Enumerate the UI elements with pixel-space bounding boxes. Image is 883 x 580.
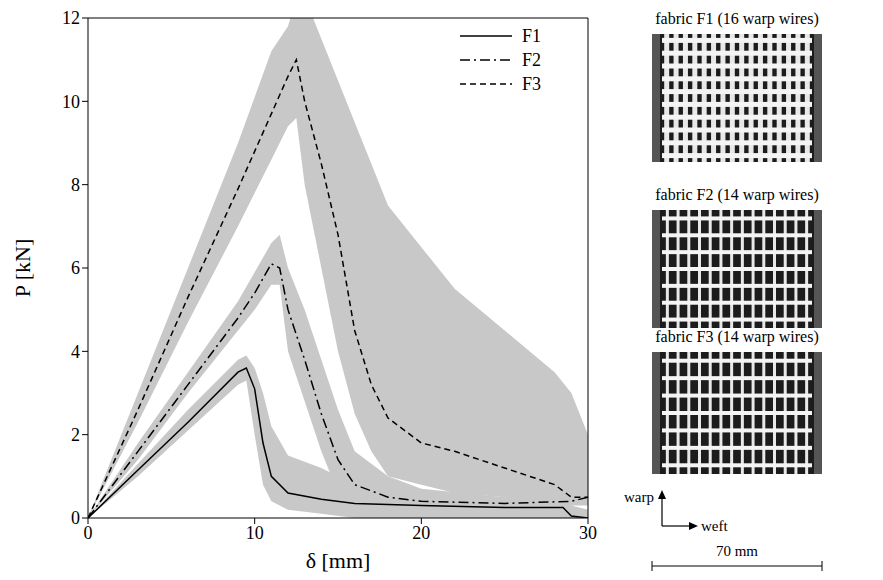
html-text:F3: F3	[522, 73, 541, 94]
svg-text:12: 12	[62, 8, 80, 28]
svg-text:6: 6	[71, 258, 80, 278]
svg-text:2: 2	[71, 425, 80, 445]
svg-text:fabric F2 (14 warp wires): fabric F2 (14 warp wires)	[655, 186, 819, 204]
svg-text:0: 0	[71, 508, 80, 528]
svg-text:10: 10	[246, 523, 264, 543]
svg-text:δ [mm]: δ [mm]	[306, 548, 371, 573]
svg-text:P [kN]: P [kN]	[10, 239, 35, 297]
html-text:F2: F2	[522, 49, 541, 70]
svg-text:10: 10	[62, 92, 80, 112]
svg-text:70 mm: 70 mm	[716, 543, 758, 559]
svg-text:4: 4	[71, 342, 80, 362]
svg-text:weft: weft	[701, 518, 728, 534]
svg-text:30: 30	[579, 523, 597, 543]
svg-text:fabric F3 (14 warp wires): fabric F3 (14 warp wires)	[655, 328, 819, 346]
svg-text:8: 8	[71, 175, 80, 195]
svg-text:fabric F1 (16 warp wires): fabric F1 (16 warp wires)	[655, 10, 819, 28]
svg-text:0: 0	[84, 523, 93, 543]
html-text:F1: F1	[522, 25, 541, 46]
svg-text:warp: warp	[624, 489, 654, 505]
svg-text:20: 20	[412, 523, 430, 543]
